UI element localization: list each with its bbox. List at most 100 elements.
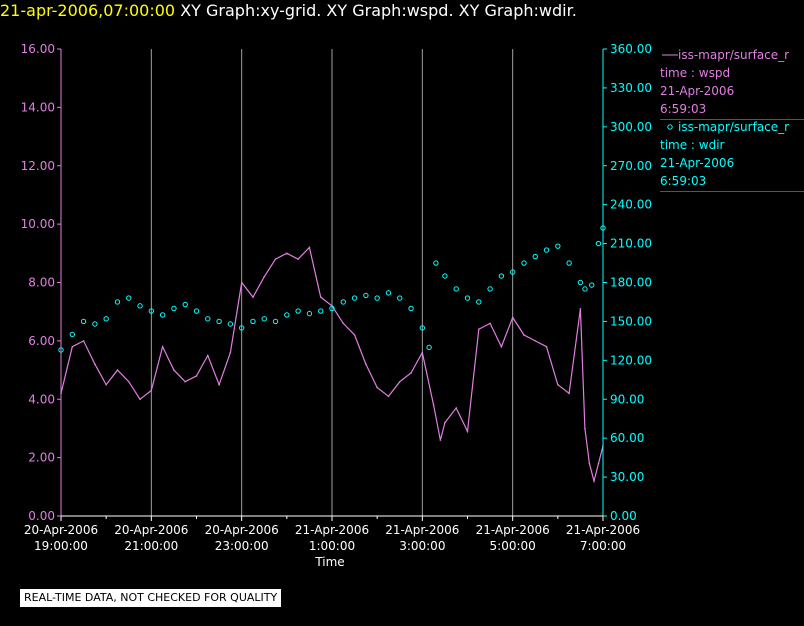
line-swatch-icon [662, 54, 678, 56]
wspd-point [150, 389, 153, 392]
legend-wdir-time: 6:59:03 [660, 174, 707, 188]
header-timestamp: 21-apr-2006,07:00:00 [0, 1, 176, 20]
wspd-point [342, 322, 345, 325]
wspd-point [173, 369, 175, 371]
wdir-point [408, 305, 414, 312]
wdir-point [521, 260, 527, 266]
wspd-point [489, 322, 491, 325]
wdir-point [487, 286, 493, 292]
wspd-point [127, 380, 130, 383]
wdir-point [363, 292, 369, 299]
y-right-tick-label: 180.00 [610, 276, 652, 290]
wspd-point [195, 375, 198, 377]
x-tick-label-time: 7:00:00 [580, 539, 626, 553]
grid-lines [60, 49, 604, 516]
wspd-point [240, 281, 243, 284]
wdir-point [171, 305, 177, 312]
header-graph-xy-grid: XY Graph:xy-grid. [180, 1, 322, 20]
wdir-point [126, 295, 132, 301]
wdir-point [464, 295, 471, 301]
wdir-point [193, 308, 200, 314]
wspd-point [568, 392, 570, 395]
wdir-point [385, 290, 392, 296]
wspd-point [439, 439, 442, 441]
legend-wdir-name: iss-mapr/surface_r [660, 118, 804, 136]
y-right-tick-label: 90.00 [610, 392, 644, 406]
wspd-point [376, 386, 378, 389]
y-left-tick-label: 10.00 [21, 217, 55, 231]
wdir-point [272, 318, 279, 325]
wdir-point [318, 308, 324, 314]
legend-wspd-label: iss-mapr/surface_r [678, 48, 790, 62]
wspd-point [139, 398, 141, 401]
wdir-point [374, 295, 380, 301]
wspd-point [161, 345, 164, 348]
wspd-point [229, 351, 232, 354]
header-title: 21-apr-2006,07:00:00 XY Graph:xy-grid. X… [0, 0, 804, 24]
wdir-point [329, 305, 335, 312]
wdir-point [498, 273, 505, 279]
wspd-point [184, 380, 187, 383]
wdir-point [159, 312, 166, 318]
x-tick-label-time: 21:00:00 [124, 539, 178, 553]
wspd-point [105, 383, 107, 386]
y-left-tick-label: 4.00 [28, 392, 55, 406]
wspd-point [523, 334, 525, 336]
wdir-point [453, 286, 459, 292]
wspd-point [319, 296, 322, 298]
legend-wspd-name: iss-mapr/surface_r [660, 46, 804, 64]
wspd-point [511, 316, 514, 319]
wspd-point [116, 369, 119, 371]
wdir-point [351, 295, 358, 301]
wdir-point [114, 299, 121, 305]
wdir-point [182, 301, 188, 308]
x-axis-label: Time [314, 555, 344, 569]
wdir-point [509, 269, 516, 275]
x-tick-label-date: 20-Apr-2006 [205, 523, 279, 537]
wdir-point [137, 303, 143, 309]
x-tick-label-date: 20-Apr-2006 [114, 523, 188, 537]
wdir-point [397, 295, 403, 301]
wdir-point [340, 299, 346, 305]
y-right-tick-label: 240.00 [610, 198, 652, 212]
wdir-point [442, 273, 448, 279]
wspd-point [71, 345, 74, 348]
wdir-point [476, 299, 482, 305]
y-right-tick-label: 210.00 [610, 237, 652, 251]
wdir-point [555, 243, 561, 249]
wdir-point [543, 247, 550, 253]
wdir-point [595, 240, 602, 247]
wspd-point [593, 480, 595, 482]
wdir-point [261, 316, 267, 322]
wspd-point [579, 307, 582, 310]
y-left-tick-label: 14.00 [21, 100, 55, 114]
circle-marker-icon [667, 124, 673, 130]
wdir-point [577, 279, 584, 286]
x-tick-label-date: 21-Apr-2006 [566, 523, 640, 537]
wspd-point [297, 258, 299, 260]
wspd-point [398, 380, 401, 383]
y-left-tick-label: 0.00 [28, 509, 55, 523]
legend-wdir-var: time : wdir [660, 138, 725, 152]
y-right-tick-label: 300.00 [610, 120, 652, 134]
wspd-point [444, 421, 446, 424]
header-graph-wspd: XY Graph:wspd. [326, 1, 454, 20]
wdir-point [295, 308, 301, 314]
wspd-point [263, 275, 266, 278]
quality-note: REAL-TIME DATA, NOT CHECKED FOR QUALITY [20, 589, 282, 607]
y-right-tick-label: 60.00 [610, 431, 644, 445]
wdir-point [69, 331, 75, 338]
wspd-point [218, 383, 220, 386]
wdir-point [566, 260, 572, 266]
wdir-point [216, 318, 222, 325]
x-tick-label-date: 21-Apr-2006 [385, 523, 459, 537]
wdir-point [589, 282, 595, 288]
legend-wspd-var: time : wspd [660, 66, 731, 80]
legend-wspd: iss-mapr/surface_r time : wspd 21-Apr-20… [660, 46, 804, 118]
wspd-point [421, 351, 424, 354]
wspd-point [410, 372, 412, 374]
wspd-point [545, 345, 548, 348]
wdir-point [238, 325, 245, 331]
wdir-point [306, 310, 313, 317]
